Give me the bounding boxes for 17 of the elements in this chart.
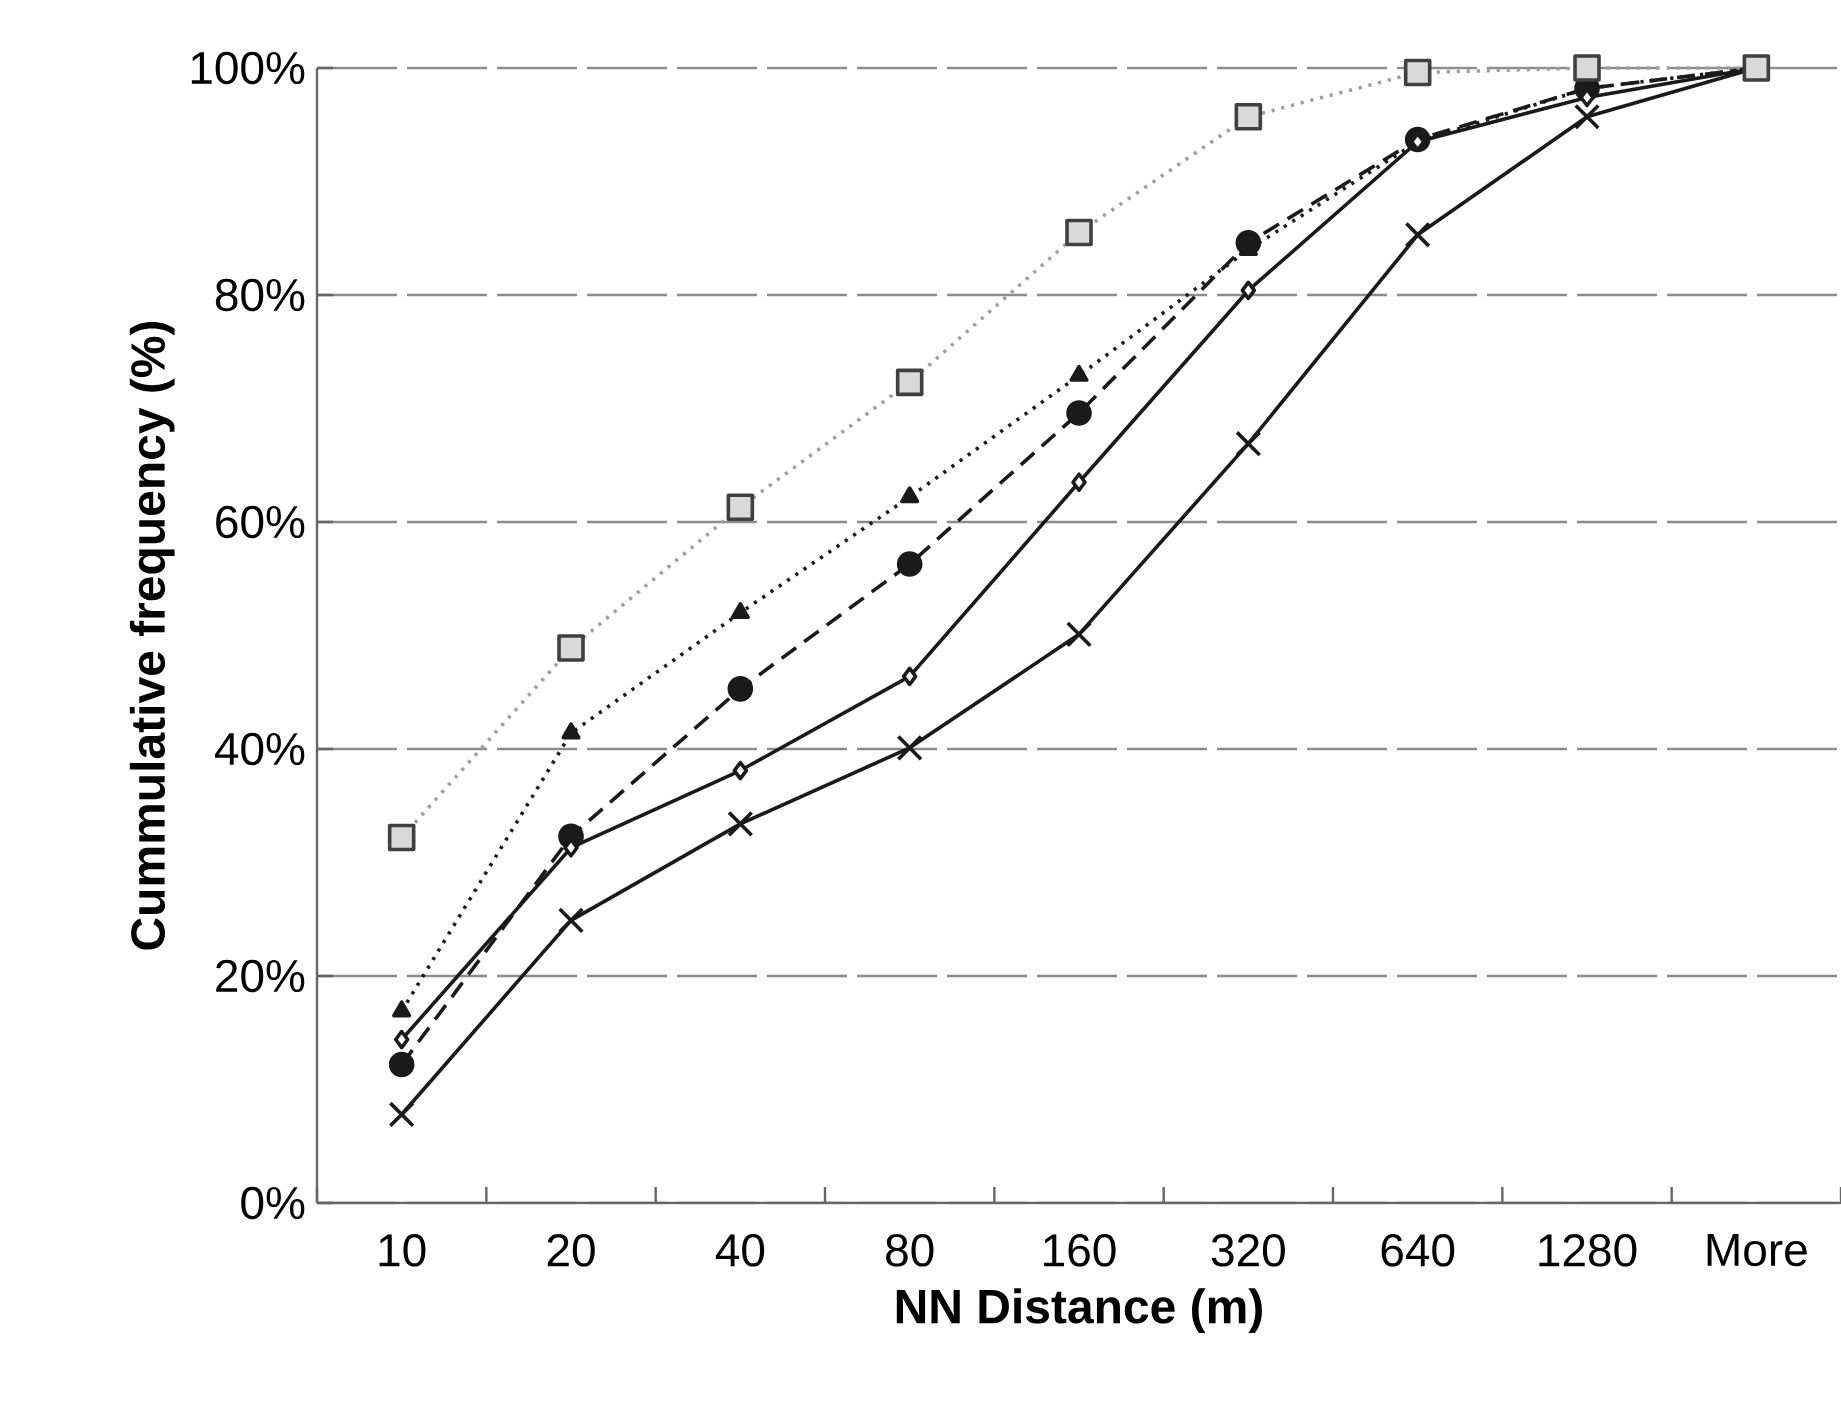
x-tick-label: More [1707, 1234, 1807, 1267]
y-tick-label: 100% [191, 51, 305, 85]
x-tick-label: 20 [547, 1234, 595, 1267]
x-tick-label: 10 [379, 1234, 426, 1267]
y-tick-label: 60% [216, 505, 305, 539]
y-tick-label: 20% [216, 959, 305, 993]
x-tick-label: 320 [1211, 1234, 1285, 1267]
x-axis-title: NN Distance (m) [896, 1288, 1262, 1334]
x-tick-label: 640 [1381, 1234, 1455, 1267]
y-tick-label: 80% [215, 278, 305, 312]
x-tick-label: 160 [1044, 1234, 1116, 1267]
x-tick-label: 40 [715, 1234, 765, 1267]
y-axis-title: Cummulative frequency (%) [129, 321, 175, 950]
y-tick-label: 0% [241, 1186, 305, 1220]
x-tick-label: 80 [886, 1234, 934, 1267]
y-tick-label: 40% [214, 732, 305, 766]
x-tick-label: 1280 [1539, 1234, 1637, 1267]
